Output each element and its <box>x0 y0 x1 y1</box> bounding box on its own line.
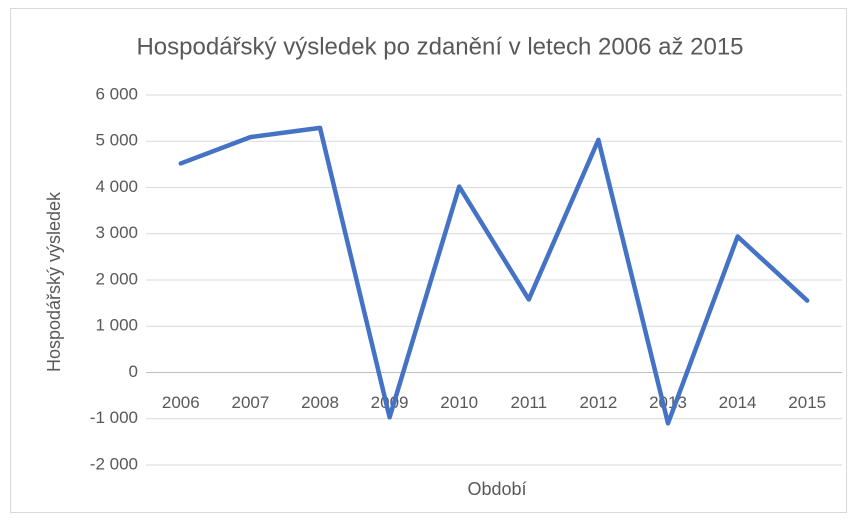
y-tick-label: 5 000 <box>95 131 138 150</box>
x-tick-label: 2012 <box>579 393 617 412</box>
x-tick-label: 2014 <box>719 393 757 412</box>
x-tick-label: 2015 <box>788 393 826 412</box>
x-tick-label: 2013 <box>649 393 687 412</box>
x-axis-title: Období <box>467 479 526 499</box>
y-tick-label: 2 000 <box>95 269 138 288</box>
x-tick-label: 2006 <box>162 393 200 412</box>
y-tick-label: 4 000 <box>95 177 138 196</box>
chart-border <box>10 8 847 513</box>
y-tick-label: 6 000 <box>95 84 138 103</box>
y-tick-label: 0 <box>129 362 138 381</box>
x-tick-label: 2010 <box>440 393 478 412</box>
x-tick-label: 2009 <box>371 393 409 412</box>
line-series <box>178 125 810 426</box>
y-axis-title: Hospodářský výsledek <box>44 191 64 372</box>
y-tick-label: -1 000 <box>90 408 138 427</box>
x-tick-label: 2007 <box>231 393 269 412</box>
x-tick-label: 2011 <box>511 393 548 412</box>
y-tick-label: 1 000 <box>95 316 138 335</box>
y-tick-label: -2 000 <box>90 454 138 473</box>
y-tick-label: 3 000 <box>95 223 138 242</box>
chart-title: Hospodářský výsledek po zdanění v letech… <box>136 33 743 60</box>
x-tick-label: 2008 <box>301 393 339 412</box>
